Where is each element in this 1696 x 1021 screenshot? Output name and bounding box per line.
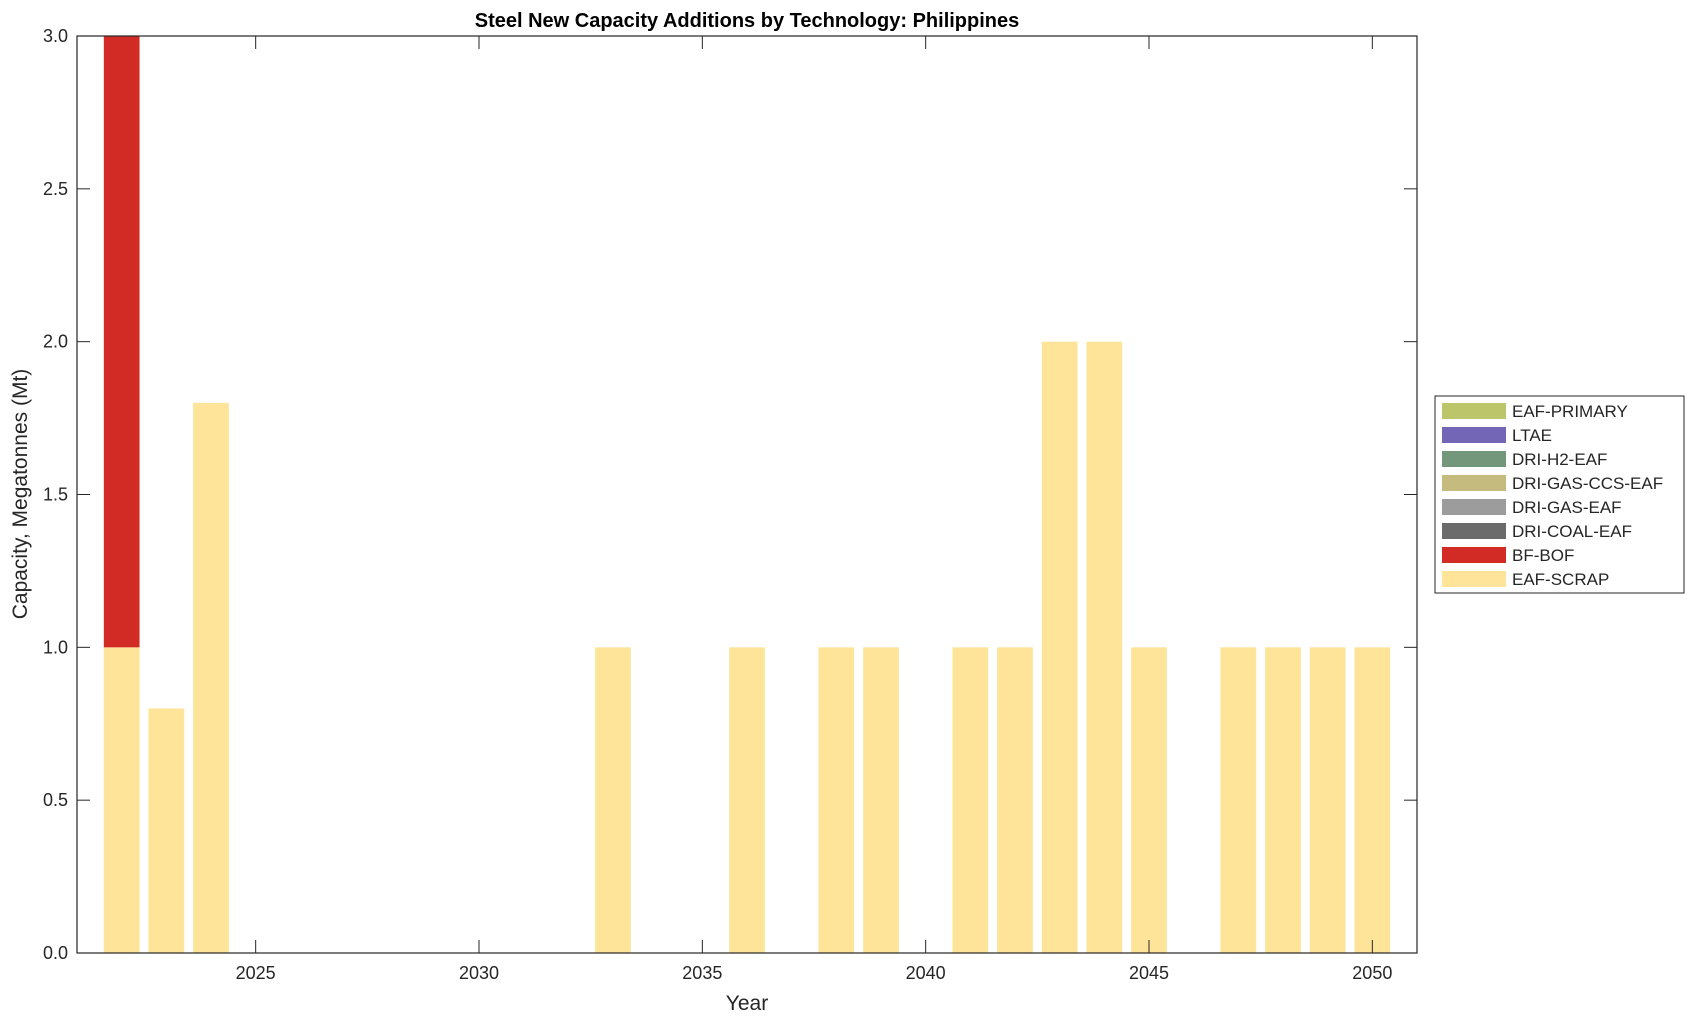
bar-eaf-scrap-2041 xyxy=(952,647,989,953)
y-tick-label: 1.5 xyxy=(43,485,68,505)
bar-eaf-scrap-2024 xyxy=(193,402,229,953)
bars xyxy=(103,36,1391,954)
y-tick-label: 3.0 xyxy=(43,26,68,46)
legend-label: BF-BOF xyxy=(1512,546,1574,565)
bar-eaf-scrap-2045 xyxy=(1131,647,1167,953)
x-tick-label: 2050 xyxy=(1352,963,1392,983)
bar-eaf-scrap-2033 xyxy=(595,647,631,953)
y-tick-label: 0.5 xyxy=(43,790,68,810)
x-axis-label: Year xyxy=(726,992,768,1015)
bar-eaf-scrap-2047 xyxy=(1220,647,1257,953)
legend-label: DRI-GAS-EAF xyxy=(1512,498,1622,517)
legend-swatch-dri-gas-ccs-eaf xyxy=(1442,475,1506,491)
x-tick-label: 2045 xyxy=(1129,963,1169,983)
bar-eaf-scrap-2043 xyxy=(1041,341,1078,954)
y-tick-label: 1.0 xyxy=(43,637,68,657)
legend-label: DRI-GAS-CCS-EAF xyxy=(1512,474,1663,493)
y-tick-label: 2.0 xyxy=(43,332,68,352)
bar-eaf-scrap-2048 xyxy=(1265,647,1301,953)
chart-title: Steel New Capacity Additions by Technolo… xyxy=(475,10,1020,32)
y-tick-label: 0.0 xyxy=(43,943,68,963)
legend: EAF-PRIMARY LTAE DRI-H2-EAF DRI-GAS-CCS-EAF… xyxy=(1434,395,1685,594)
legend-swatch-dri-coal-eaf xyxy=(1442,523,1506,539)
bar-eaf-scrap-2049 xyxy=(1309,647,1346,953)
legend-swatch-dri-h2-eaf xyxy=(1442,451,1506,467)
legend-swatch-dri-gas-eaf xyxy=(1442,499,1506,515)
x-tick-label: 2035 xyxy=(682,963,722,983)
legend-label: EAF-PRIMARY xyxy=(1512,402,1628,421)
bar-eaf-scrap-2042 xyxy=(997,647,1033,953)
bar-eaf-scrap-2044 xyxy=(1086,341,1123,954)
legend-swatch-eaf-primary xyxy=(1442,403,1506,419)
legend-label: DRI-H2-EAF xyxy=(1512,450,1607,469)
y-tick-label: 2.5 xyxy=(43,179,68,199)
legend-label: DRI-COAL-EAF xyxy=(1512,522,1632,541)
bar-bf-bof-2022 xyxy=(103,36,140,648)
x-axis: 2025 2030 2035 2040 2045 2050 xyxy=(236,36,1392,983)
bar-eaf-scrap-2039 xyxy=(863,647,899,953)
bar-eaf-scrap-2022 xyxy=(103,647,140,953)
x-tick-label: 2040 xyxy=(906,963,946,983)
legend-swatch-ltae xyxy=(1442,427,1506,443)
legend-swatch-eaf-scrap xyxy=(1442,571,1506,587)
bar-eaf-scrap-2038 xyxy=(818,647,855,953)
bar-eaf-scrap-2050 xyxy=(1354,647,1391,953)
y-axis-label: Capacity, Megatonnes (Mt) xyxy=(9,369,32,620)
x-tick-label: 2030 xyxy=(459,963,499,983)
bar-eaf-scrap-2036 xyxy=(729,647,765,953)
legend-swatch-bf-bof xyxy=(1442,547,1506,563)
x-tick-label: 2025 xyxy=(236,963,276,983)
legend-label: LTAE xyxy=(1512,426,1552,445)
y-axis: 0.0 0.5 1.0 1.5 2.0 2.5 3.0 xyxy=(43,26,1417,963)
legend-label: EAF-SCRAP xyxy=(1512,570,1609,589)
bar-eaf-scrap-2023 xyxy=(148,708,185,953)
